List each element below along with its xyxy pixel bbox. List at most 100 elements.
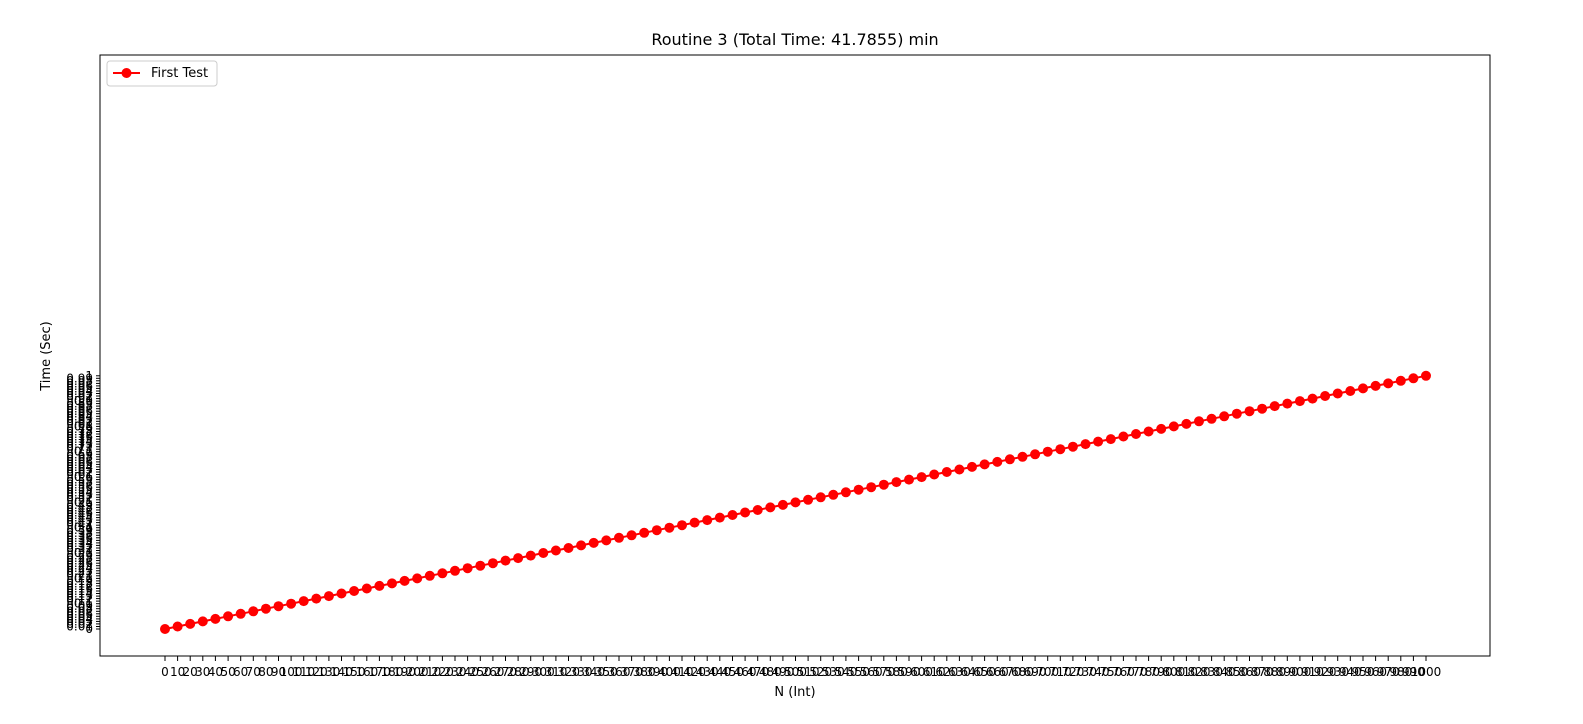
y-tick-label: 0.06 (66, 607, 93, 621)
data-point (1093, 436, 1104, 447)
x-tick-label: 280 (507, 665, 530, 679)
y-tick-label: 0.9 (74, 394, 93, 408)
x-tick-label: 790 (1150, 665, 1173, 679)
y-tick-label: 0.21 (66, 569, 93, 583)
data-point (286, 598, 297, 609)
data-point (664, 522, 675, 533)
y-tick-label: 0.61 (66, 468, 93, 482)
data-point (1055, 444, 1066, 455)
y-tick-label: 0.65 (66, 457, 93, 471)
data-point (525, 550, 536, 561)
data-point (513, 553, 524, 564)
x-tick-label: 120 (305, 665, 328, 679)
y-tick-labels: 00.010.020.030.040.050.060.070.080.090.1… (66, 369, 100, 636)
y-tick-label: 0.05 (66, 609, 93, 623)
x-tick-label: 900 (1288, 665, 1311, 679)
x-tick-label: 180 (381, 665, 404, 679)
x-tick-label: 100 (280, 665, 303, 679)
y-tick-label: 0.18 (66, 576, 93, 590)
x-tick-label: 20 (183, 665, 198, 679)
y-tick-label: 0.57 (66, 478, 93, 492)
x-tick-label: 0 (161, 665, 169, 679)
data-point (475, 560, 486, 571)
data-point (185, 618, 196, 629)
y-tick-label: 0.92 (66, 389, 93, 403)
x-tick-label: 160 (355, 665, 378, 679)
y-tick-label: 0.77 (66, 427, 93, 441)
x-tick-label: 770 (1125, 665, 1148, 679)
data-point (1231, 408, 1242, 419)
y-tick-label: 0.31 (66, 544, 93, 558)
data-point (954, 464, 965, 475)
data-point (866, 482, 877, 493)
data-point (462, 563, 473, 574)
y-tick-label: 0.49 (66, 498, 93, 512)
y-tick-label: 0.5 (74, 495, 93, 509)
x-tick-label: 670 (998, 665, 1021, 679)
y-tick-label: 0.68 (66, 450, 93, 464)
y-tick-label: 0.46 (66, 506, 93, 520)
x-tick-label: 550 (847, 665, 870, 679)
y-tick-label: 0.2 (74, 571, 93, 585)
data-point (223, 611, 234, 622)
x-tick-label: 960 (1364, 665, 1387, 679)
x-tick-label: 630 (948, 665, 971, 679)
data-point (878, 479, 889, 490)
data-point (1282, 398, 1293, 409)
x-tick-label: 30 (195, 665, 210, 679)
y-tick-label: 0.74 (66, 435, 93, 449)
y-tick-label: 0.03 (66, 614, 93, 628)
y-tick-label: 0.78 (66, 425, 93, 439)
data-point (1307, 393, 1318, 404)
y-tick-label: 0.84 (66, 409, 93, 423)
y-tick-label: 0.55 (66, 483, 93, 497)
data-point (1042, 446, 1053, 457)
x-tick-label: 990 (1402, 665, 1425, 679)
x-tick-label: 200 (406, 665, 429, 679)
data-point (311, 593, 322, 604)
data-point (639, 527, 650, 538)
data-point (677, 520, 687, 531)
data-point (387, 578, 397, 589)
x-tick-label: 540 (834, 665, 857, 679)
data-point (815, 492, 826, 503)
x-axis-label: N (Int) (774, 685, 815, 700)
data-point (538, 548, 549, 558)
y-tick-label: 0.69 (66, 447, 93, 461)
y-tick-label: 0.56 (66, 480, 93, 494)
x-tick-label: 410 (671, 665, 694, 679)
y-tick-label: 0.82 (66, 414, 93, 428)
y-tick-label: 0.1 (74, 597, 93, 611)
y-tick-label: 0.44 (66, 511, 93, 525)
x-tick-label: 80 (258, 665, 273, 679)
data-point (260, 603, 271, 614)
x-tick-label: 890 (1276, 665, 1299, 679)
x-tick-label: 440 (708, 665, 731, 679)
x-tick-label: 420 (683, 665, 706, 679)
legend: First Test (106, 60, 218, 87)
y-tick-label: 0.01 (66, 620, 93, 634)
data-point (1118, 431, 1129, 442)
data-point (160, 624, 170, 634)
y-tick-label: 0.89 (66, 397, 93, 411)
x-tick-label: 580 (885, 665, 908, 679)
x-tick-label: 930 (1326, 665, 1349, 679)
legend-box (106, 60, 218, 87)
x-tick-label: 360 (608, 665, 631, 679)
x-tick-label: 800 (1162, 665, 1185, 679)
y-tick-label: 0.73 (66, 437, 93, 451)
data-point (1370, 380, 1381, 391)
data-point (777, 499, 788, 510)
data-point (412, 573, 423, 584)
y-tick-label: 0.59 (66, 473, 93, 487)
data-point (752, 505, 763, 515)
data-point (1320, 391, 1331, 401)
x-tick-label: 260 (481, 665, 504, 679)
y-tick-label: 0.37 (66, 528, 93, 542)
data-point (1017, 451, 1028, 462)
data-point (1257, 403, 1268, 414)
y-tick-label: 0.41 (66, 518, 93, 532)
x-tick-label: 940 (1339, 665, 1362, 679)
x-tick-label: 880 (1263, 665, 1286, 679)
